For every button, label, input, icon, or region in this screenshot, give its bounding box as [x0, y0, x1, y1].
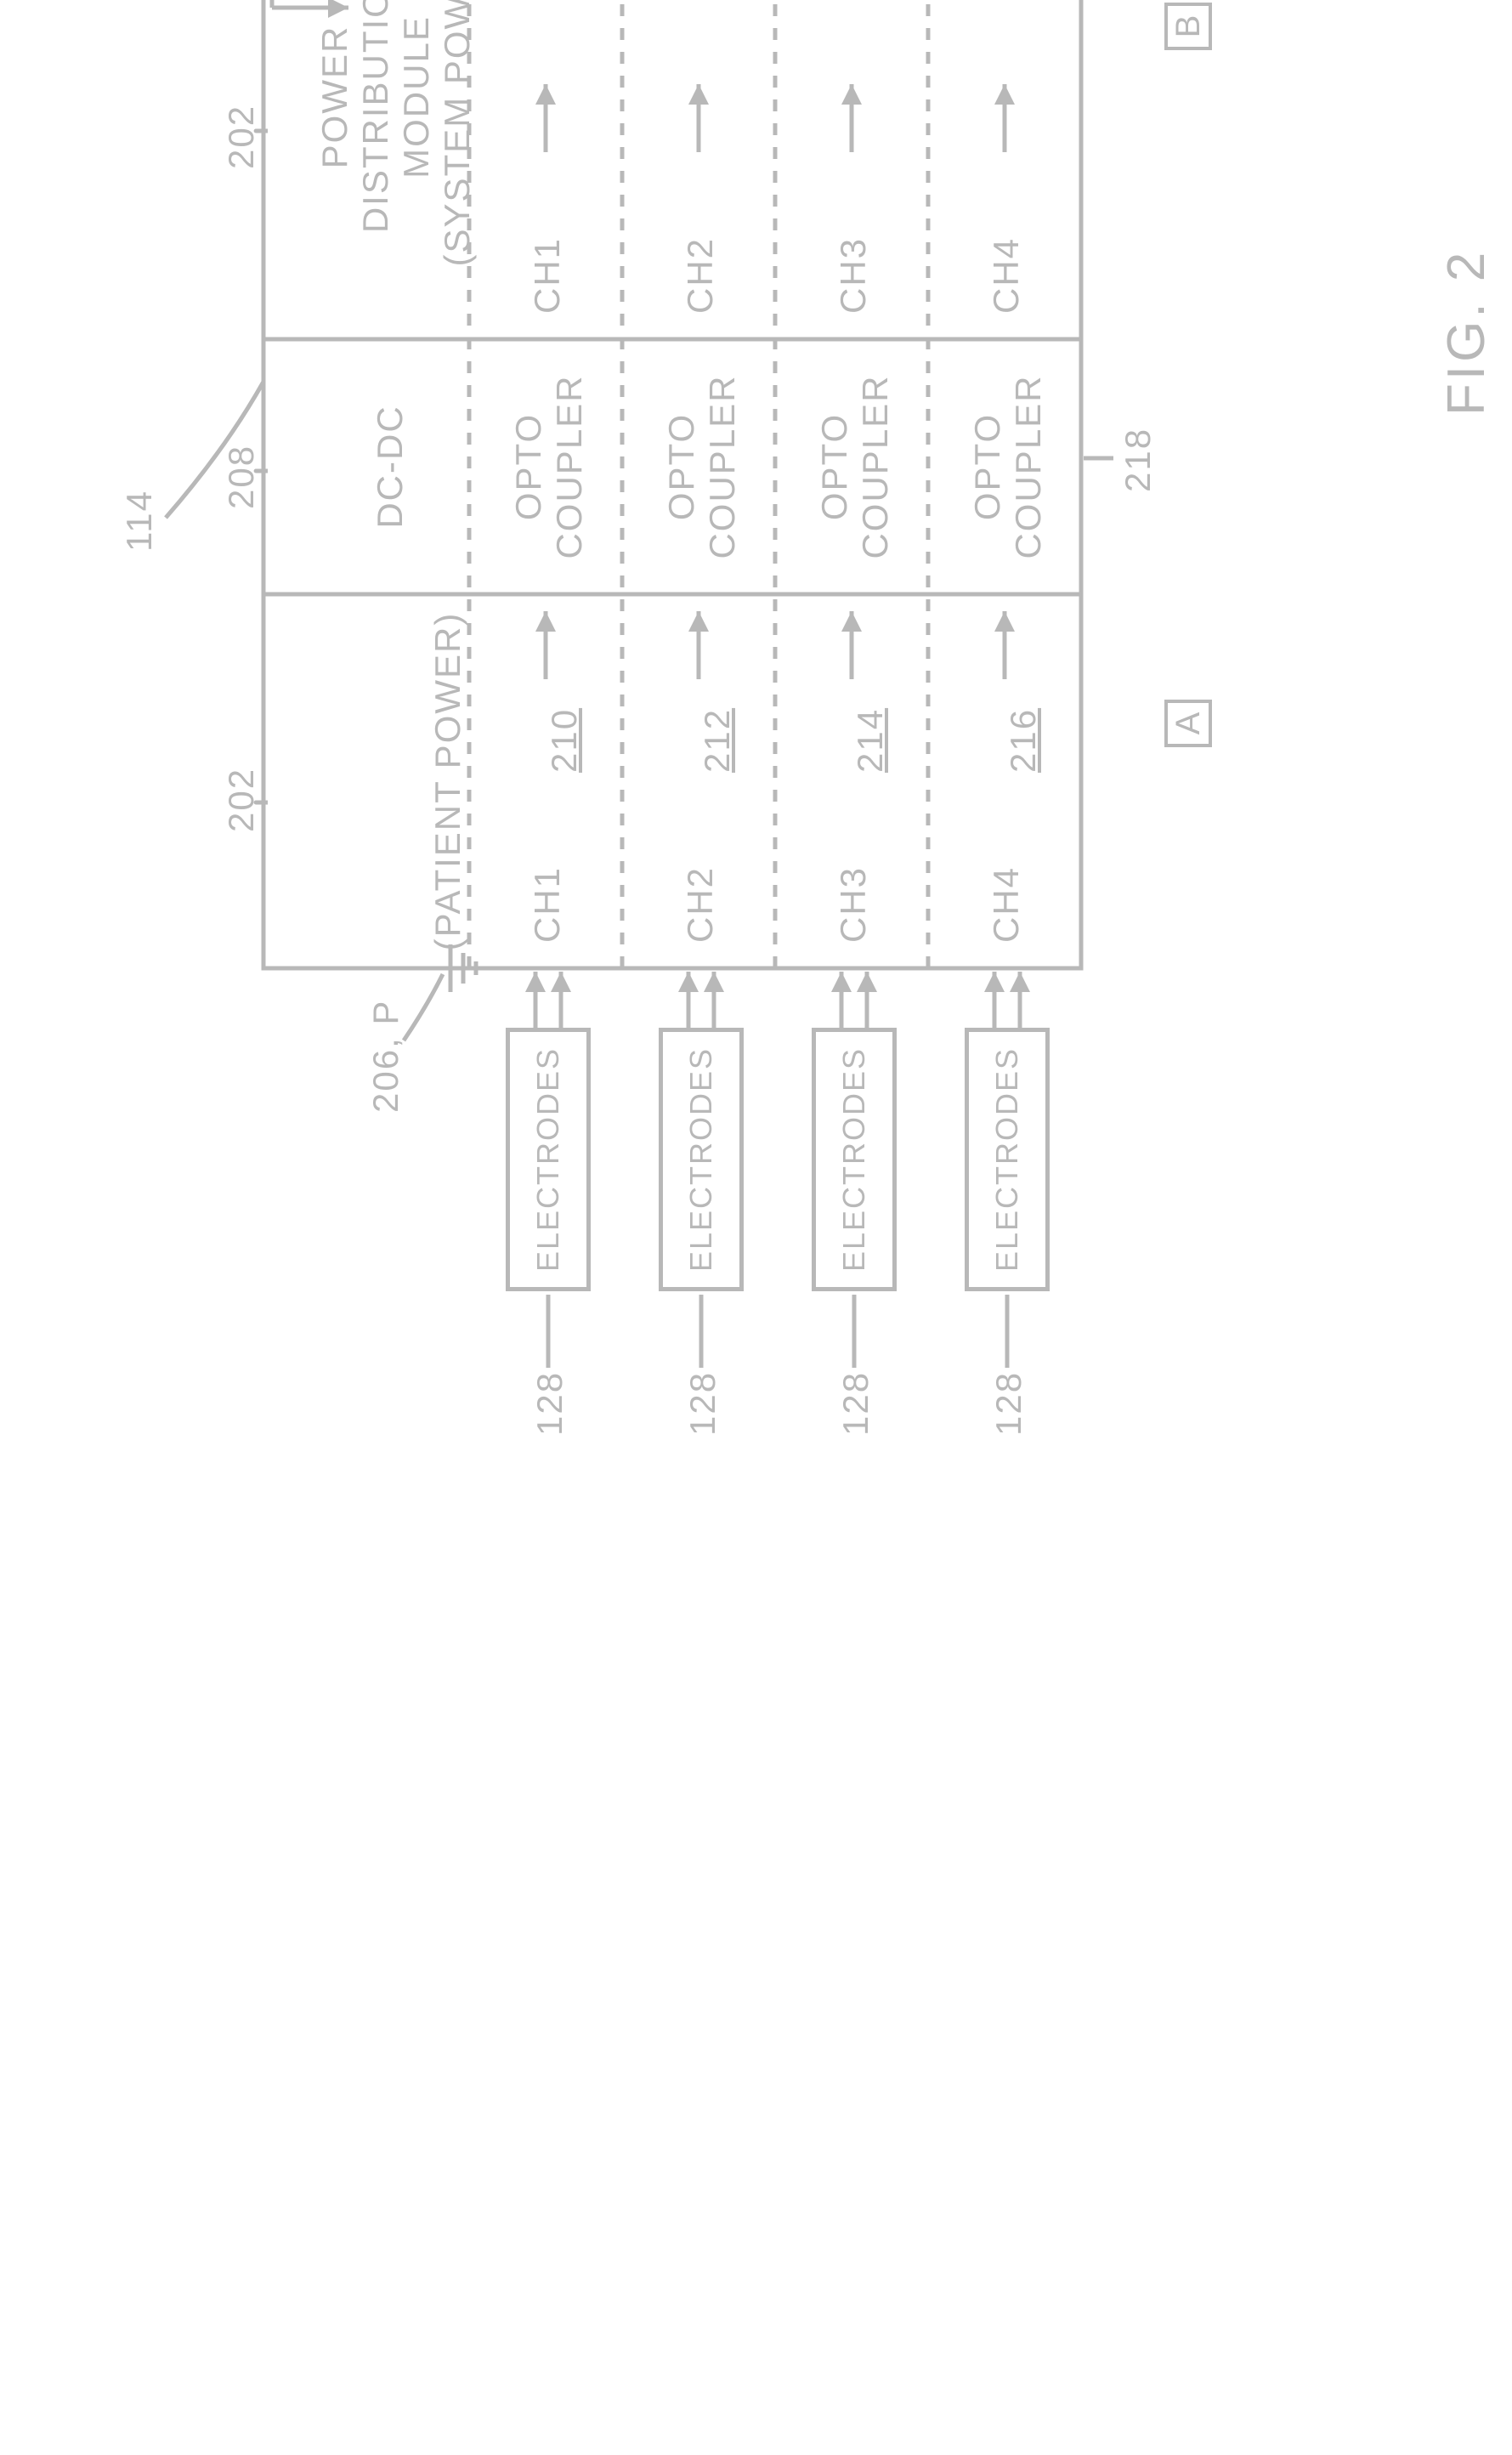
ch-right-CH3: CH3	[833, 237, 874, 314]
ch-left-CH3: CH3	[833, 866, 874, 943]
ref-128-3: 128	[835, 1371, 876, 1436]
ch-right-CH2: CH2	[680, 237, 721, 314]
electrodes-box-4: ELECTRODES	[965, 1028, 1050, 1291]
opto-coupler-2: OPTO COUPLER	[661, 374, 743, 558]
ch-left-CH2: CH2	[680, 866, 721, 943]
ref-128-1: 128	[529, 1371, 570, 1436]
ref-210: 210	[544, 708, 585, 773]
ref-216: 216	[1003, 708, 1044, 773]
ch-left-CH4: CH4	[986, 866, 1027, 943]
ref-202-left: 202	[221, 768, 262, 832]
ref-128-4: 128	[988, 1371, 1029, 1436]
ch-right-CH4: CH4	[986, 237, 1027, 314]
electrodes-box-2: ELECTRODES	[659, 1028, 744, 1291]
system-power-header: POWER DISTRIBUTION MODULE (SYSTEM POWER)	[314, 0, 478, 267]
ch-left-CH1: CH1	[527, 866, 568, 943]
patient-power-header: (PATIENT POWER)	[428, 612, 468, 951]
ch-right-CH1: CH1	[527, 237, 568, 314]
ref-214: 214	[850, 708, 891, 773]
region-b: B	[1164, 3, 1212, 50]
electrodes-box-1: ELECTRODES	[506, 1028, 591, 1291]
ref-128-2: 128	[682, 1371, 723, 1436]
figure-label: FIG. 2	[1436, 249, 1497, 416]
opto-coupler-3: OPTO COUPLER	[814, 374, 896, 558]
region-a: A	[1164, 700, 1212, 747]
opto-coupler-4: OPTO COUPLER	[967, 374, 1049, 558]
opto-coupler-1: OPTO COUPLER	[508, 374, 590, 558]
ref-208: 208	[221, 445, 262, 509]
electrodes-box-3: ELECTRODES	[812, 1028, 897, 1291]
ref-206: 206, P	[365, 1000, 406, 1113]
dcdc-label: DC-DC	[370, 405, 411, 528]
ref-212: 212	[697, 708, 738, 773]
ref-114: 114	[119, 490, 160, 552]
ref-202-right: 202	[221, 105, 262, 169]
ref-218: 218	[1118, 428, 1158, 492]
